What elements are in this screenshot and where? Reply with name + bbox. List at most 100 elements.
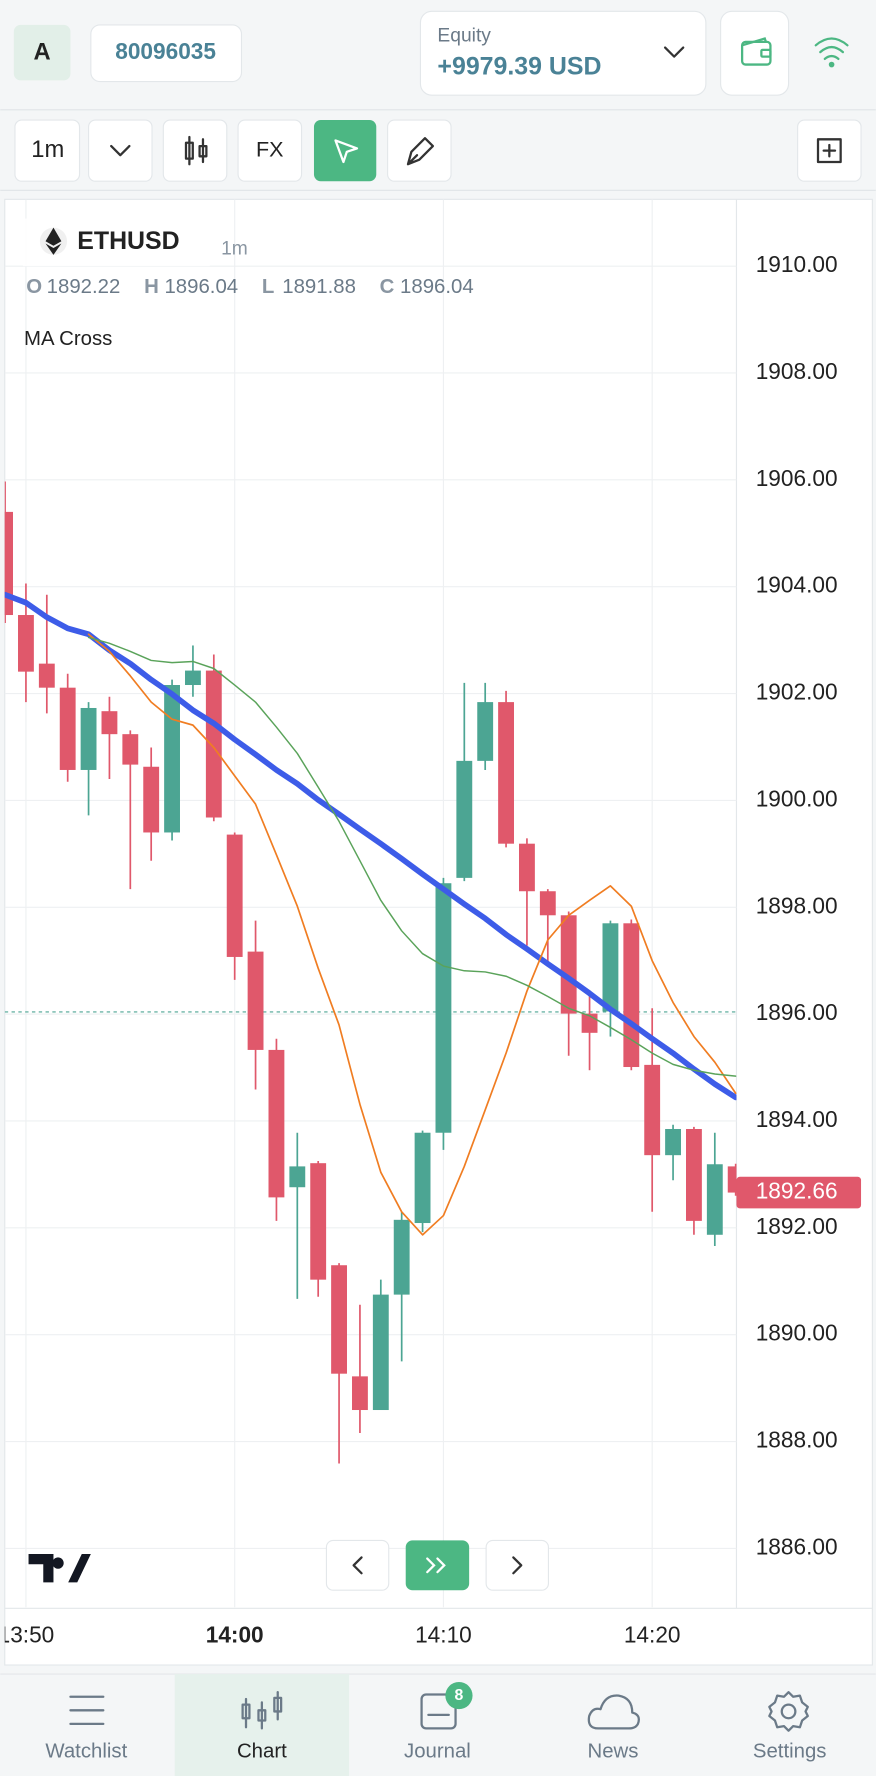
candle-body — [310, 1163, 327, 1280]
y-tick-label: 1904.00 — [756, 572, 838, 598]
nav-labels: Watchlist Chart Journal News Settings — [45, 1741, 826, 1763]
candle-body — [477, 702, 494, 761]
chart-type-button[interactable] — [162, 119, 228, 182]
symbol-interval: 1m — [221, 238, 248, 259]
candle-body — [727, 1166, 737, 1193]
candles-icon — [184, 135, 208, 166]
candle-body — [560, 915, 577, 1014]
y-tick-label: 1908.00 — [756, 358, 838, 384]
add-icon — [816, 138, 842, 164]
y-tick-label: 1898.00 — [756, 892, 838, 918]
news-icon — [587, 1694, 640, 1730]
y-tick-label: 1886.00 — [756, 1533, 838, 1559]
candle-body — [164, 685, 180, 833]
chart-icon — [241, 1691, 283, 1730]
symbol: ETHUSD — [77, 227, 179, 255]
candle-body — [539, 891, 556, 916]
candle-body — [644, 1064, 661, 1156]
nav-label: Settings — [753, 1741, 827, 1763]
candle-body — [665, 1128, 681, 1156]
pen-icon — [406, 137, 435, 166]
badge — [445, 1681, 473, 1710]
cursor-button[interactable] — [313, 120, 377, 182]
scroll-right[interactable] — [485, 1539, 549, 1591]
chevron-left — [352, 1556, 363, 1575]
x-tick-label: 14:10 — [415, 1622, 472, 1648]
bottom-nav — [0, 1674, 876, 1776]
candle-body — [602, 923, 619, 1012]
wifi-icon — [814, 37, 849, 68]
x-tick-label: 13:50 — [0, 1622, 54, 1648]
candle-body — [686, 1128, 702, 1221]
last-price-tag — [736, 1176, 862, 1209]
y-tick-label: 1896.00 — [756, 999, 838, 1025]
plot — [4, 481, 737, 1464]
interval-button[interactable] — [14, 119, 81, 182]
candle-body — [435, 883, 452, 1133]
equity-selector[interactable] — [419, 10, 707, 96]
x-tick-label: 14:20 — [624, 1622, 681, 1648]
avatar[interactable] — [13, 24, 71, 81]
candle-body — [59, 687, 76, 770]
y-tick-label: 1900.00 — [756, 785, 838, 811]
last-price-label: 1892.66 — [756, 1178, 838, 1204]
grid — [4, 199, 737, 1608]
fx-label: FX — [256, 137, 284, 161]
x-tick-label: 14:00 — [206, 1622, 264, 1648]
axes: 1886.00 1888.00 1890.00 1892.00 1894.00 1896.… — [0, 251, 862, 1648]
ohlc-key: C — [380, 276, 395, 298]
y-tick-label: 1910.00 — [756, 251, 838, 277]
watchlist-icon — [69, 1695, 105, 1726]
candle-body — [205, 670, 222, 818]
chevron-down — [110, 144, 131, 157]
candle-body — [247, 951, 264, 1050]
scroll-to-realtime[interactable] — [405, 1540, 470, 1591]
scroll-left[interactable] — [325, 1539, 390, 1591]
interval-dropdown[interactable] — [88, 119, 153, 182]
ma-line — [87, 633, 737, 1236]
candle-body — [122, 734, 139, 765]
wallet-icon — [740, 37, 772, 66]
badge-count: 8 — [455, 1687, 464, 1704]
nav-label: Journal — [404, 1741, 471, 1763]
ohlc-legend: O 1892.22 H 1896.04 L 1891.88 C 1896.04 — [26, 276, 473, 298]
candle-body — [352, 1376, 368, 1411]
candle-body — [623, 923, 640, 1068]
avatar-letter: A — [34, 39, 51, 66]
y-tick-label: 1890.00 — [756, 1320, 838, 1346]
y-tick-label: 1892.00 — [756, 1213, 838, 1239]
ohlc-value: 1896.04 — [164, 276, 238, 298]
interval-label: 1m — [31, 136, 64, 163]
equity-label: Equity — [437, 25, 491, 46]
nav-label: Chart — [237, 1741, 287, 1763]
eth-icon — [39, 227, 68, 255]
chevron-right — [512, 1556, 523, 1575]
candle-body — [4, 511, 13, 616]
candle-body — [226, 834, 243, 957]
ohlc-key: H — [144, 276, 159, 298]
chevron-down — [663, 46, 685, 58]
ohlc-value: 1891.88 — [282, 276, 356, 298]
account-button[interactable] — [90, 24, 243, 83]
wallet-button[interactable] — [720, 10, 790, 96]
draw-button[interactable] — [387, 119, 452, 182]
double-chevron — [426, 1557, 446, 1574]
candle-body — [80, 707, 97, 770]
y-tick-label: 1906.00 — [756, 465, 838, 491]
y-tick-label: 1902.00 — [756, 679, 838, 705]
candle-body — [498, 702, 514, 844]
account-number: 80096035 — [115, 38, 216, 64]
fx-button[interactable] — [237, 119, 303, 182]
ohlc-value: 1892.22 — [47, 276, 121, 298]
cursor-icon — [334, 139, 359, 164]
candle-body — [519, 843, 535, 892]
ohlc-key: L — [262, 276, 274, 298]
ma-line — [4, 591, 737, 1101]
tradingview-logo — [28, 1554, 91, 1583]
y-tick-label: 1888.00 — [756, 1427, 838, 1453]
candle-body — [268, 1049, 285, 1198]
ma-line — [87, 636, 737, 1077]
candle-body — [393, 1219, 410, 1295]
